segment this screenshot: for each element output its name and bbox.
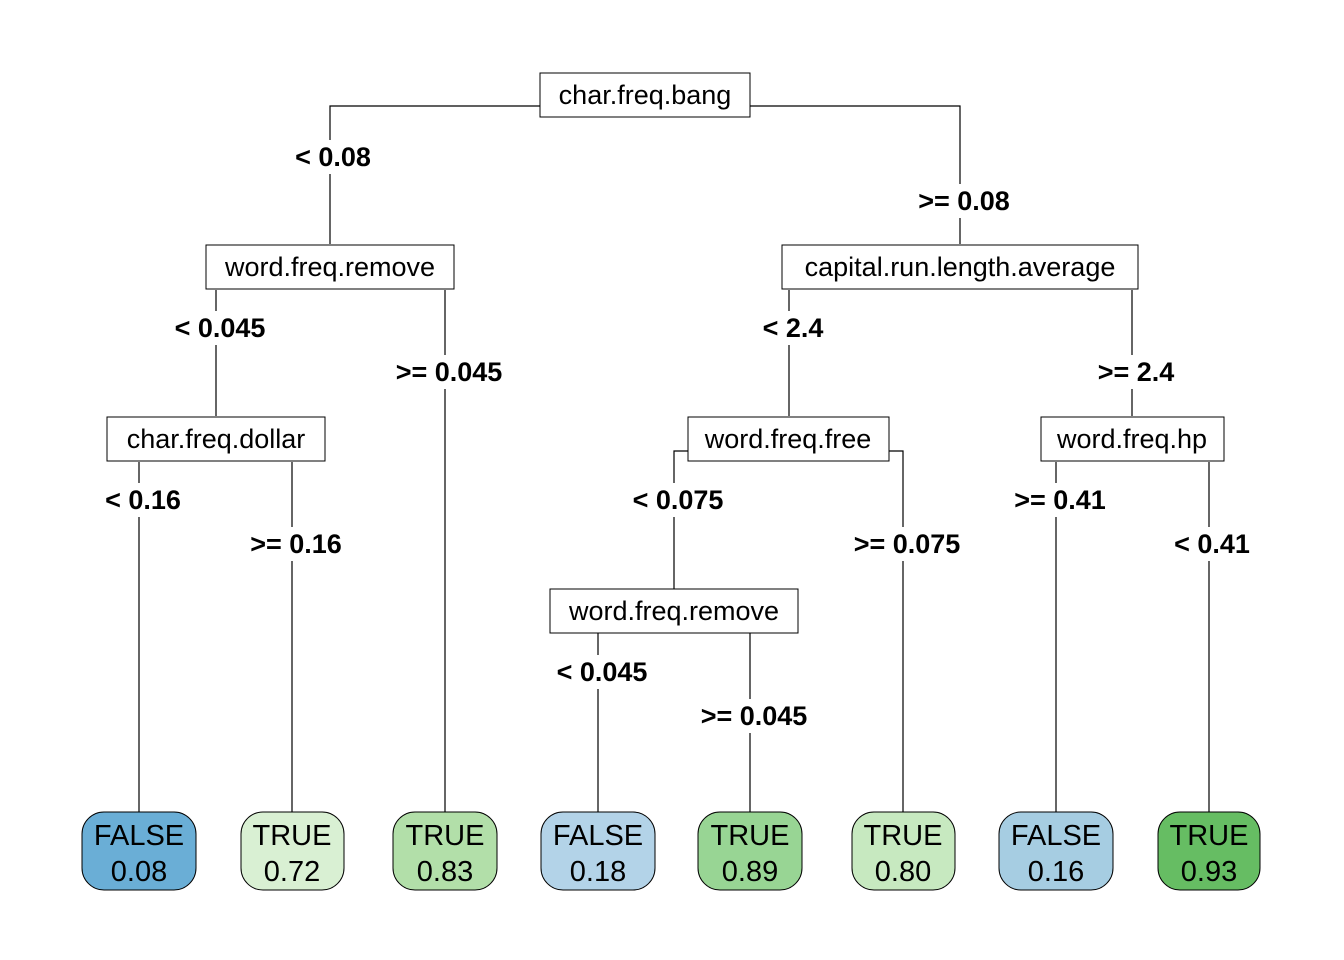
split-label-background bbox=[1093, 355, 1179, 389]
node-rll-label: word.freq.remove bbox=[568, 596, 779, 626]
leaf-6-class: TRUE bbox=[864, 820, 943, 852]
split-label-rr-right: < 0.41 bbox=[1174, 529, 1250, 559]
split-label-rll-right: >= 0.045 bbox=[701, 701, 808, 731]
split-label-background bbox=[1010, 483, 1110, 517]
leaf-2-box bbox=[240, 811, 345, 891]
split-label-background bbox=[914, 184, 1014, 218]
leaf-1: FALSE 0.08 bbox=[81, 811, 197, 891]
node-ll: char.freq.dollar bbox=[106, 416, 326, 462]
split-label-root-right: >= 0.08 bbox=[918, 186, 1010, 216]
leaf-5-class: TRUE bbox=[711, 820, 790, 852]
split-label-rll-left: < 0.045 bbox=[557, 657, 648, 687]
split-label-left-right: >= 0.045 bbox=[396, 357, 503, 387]
node-root: char.freq.bang bbox=[539, 72, 751, 118]
edge-root-left bbox=[329, 105, 540, 244]
split-label-background bbox=[291, 140, 375, 174]
node-root-label: char.freq.bang bbox=[559, 80, 732, 110]
split-label-background bbox=[849, 527, 965, 561]
split-label-rl-right: >= 0.075 bbox=[854, 529, 961, 559]
node-right-label: capital.run.length.average bbox=[805, 252, 1116, 282]
leaf-4-box bbox=[540, 811, 656, 891]
leaf-6-box bbox=[851, 811, 956, 891]
split-label-background bbox=[1170, 527, 1254, 561]
split-label-right-right: >= 2.4 bbox=[1098, 357, 1175, 387]
node-rl: word.freq.free bbox=[687, 416, 890, 462]
edge-rl-left bbox=[673, 450, 688, 589]
leaf-5: TRUE 0.89 bbox=[697, 811, 803, 891]
leaf-3-box bbox=[392, 811, 498, 891]
leaf-4: FALSE 0.18 bbox=[540, 811, 656, 891]
leaf-4-class: FALSE bbox=[553, 820, 643, 852]
split-label-root-left: < 0.08 bbox=[295, 142, 371, 172]
split-labels: < 0.08 >= 0.08 < 0.045 >= 0.045 < 2.4 >=… bbox=[101, 140, 1254, 733]
leaf-3-prob: 0.83 bbox=[417, 856, 473, 888]
split-label-left-left: < 0.045 bbox=[175, 313, 266, 343]
split-label-background bbox=[170, 311, 270, 345]
internal-nodes: char.freq.bang word.freq.remove capital.… bbox=[106, 72, 1225, 634]
node-left-label: word.freq.remove bbox=[224, 252, 435, 282]
edge-root-right bbox=[750, 105, 961, 244]
leaf-5-prob: 0.89 bbox=[722, 856, 778, 888]
split-label-background bbox=[552, 655, 652, 689]
leaf-1-prob: 0.08 bbox=[111, 856, 167, 888]
leaf-7-prob: 0.16 bbox=[1028, 856, 1084, 888]
leaf-7: FALSE 0.16 bbox=[998, 811, 1114, 891]
leaf-7-box bbox=[998, 811, 1114, 891]
leaf-7-class: FALSE bbox=[1011, 820, 1101, 852]
split-label-background bbox=[101, 483, 185, 517]
split-label-right-left: < 2.4 bbox=[763, 313, 824, 343]
leaf-1-box bbox=[81, 811, 197, 891]
node-right: capital.run.length.average bbox=[781, 244, 1139, 290]
split-label-background bbox=[696, 699, 812, 733]
edge-rl-right bbox=[889, 450, 904, 812]
leaf-2-class: TRUE bbox=[253, 820, 332, 852]
leaf-6: TRUE 0.80 bbox=[851, 811, 956, 891]
leaf-3: TRUE 0.83 bbox=[392, 811, 498, 891]
leaf-6-prob: 0.80 bbox=[875, 856, 931, 888]
leaf-1-class: FALSE bbox=[94, 820, 184, 852]
leaf-3-class: TRUE bbox=[406, 820, 485, 852]
node-rll: word.freq.remove bbox=[549, 588, 799, 634]
split-label-ll-left: < 0.16 bbox=[105, 485, 181, 515]
leaf-8-class: TRUE bbox=[1170, 820, 1249, 852]
split-label-background bbox=[628, 483, 728, 517]
node-rr-label: word.freq.hp bbox=[1056, 424, 1207, 454]
leaf-8-box bbox=[1157, 811, 1261, 891]
leaf-2-prob: 0.72 bbox=[264, 856, 320, 888]
leaf-5-box bbox=[697, 811, 803, 891]
split-label-background bbox=[758, 311, 828, 345]
node-rl-label: word.freq.free bbox=[704, 424, 872, 454]
leaf-8-prob: 0.93 bbox=[1181, 856, 1237, 888]
leaf-8: TRUE 0.93 bbox=[1157, 811, 1261, 891]
node-rr: word.freq.hp bbox=[1040, 416, 1225, 462]
node-ll-label: char.freq.dollar bbox=[127, 424, 306, 454]
split-label-background bbox=[246, 527, 346, 561]
split-label-ll-right: >= 0.16 bbox=[250, 529, 342, 559]
leaf-4-prob: 0.18 bbox=[570, 856, 626, 888]
split-label-background bbox=[391, 355, 507, 389]
leaf-nodes: FALSE 0.08 TRUE 0.72 TRUE 0.83 FALSE 0.1… bbox=[81, 811, 1261, 891]
split-label-rl-left: < 0.075 bbox=[633, 485, 724, 515]
split-label-rr-left: >= 0.41 bbox=[1014, 485, 1106, 515]
node-left: word.freq.remove bbox=[205, 244, 455, 290]
leaf-2: TRUE 0.72 bbox=[240, 811, 345, 891]
